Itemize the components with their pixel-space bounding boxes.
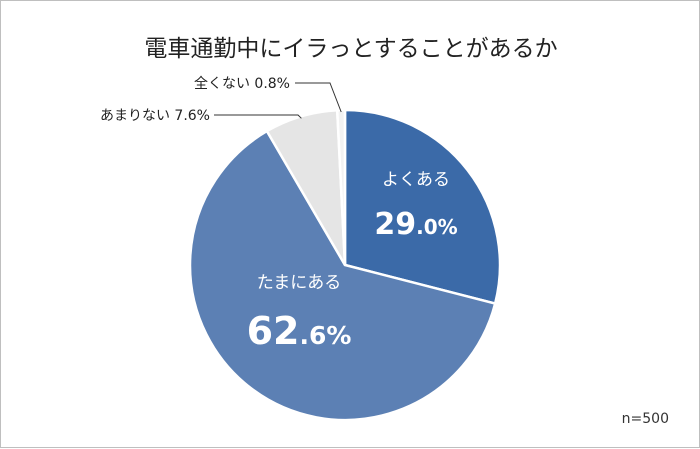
slice-label-sometimes: たまにある: [257, 273, 342, 293]
leader-line-rarely: [214, 114, 302, 119]
slice-label-never: 全くない 0.8%: [194, 75, 290, 92]
pie-slice-never: [335, 108, 347, 266]
slice-value-often: 29.0%: [374, 207, 457, 242]
slice-value-sometimes: 62.6%: [247, 309, 352, 353]
leader-line-never: [295, 82, 342, 113]
sample-size-note: n=500: [621, 411, 669, 427]
slice-label-rarely: あまりない 7.6%: [100, 108, 210, 124]
pie-slice-often: [343, 108, 502, 306]
pie-slice-sometimes: [188, 129, 497, 422]
chart-title: 電車通勤中にイラっとすることがあるか: [144, 36, 558, 62]
slice-label-often: よくある: [382, 170, 450, 190]
